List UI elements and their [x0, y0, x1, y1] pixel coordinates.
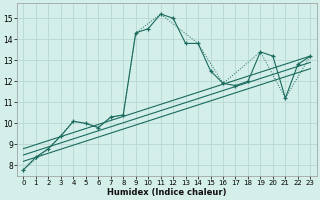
X-axis label: Humidex (Indice chaleur): Humidex (Indice chaleur) [107, 188, 227, 197]
